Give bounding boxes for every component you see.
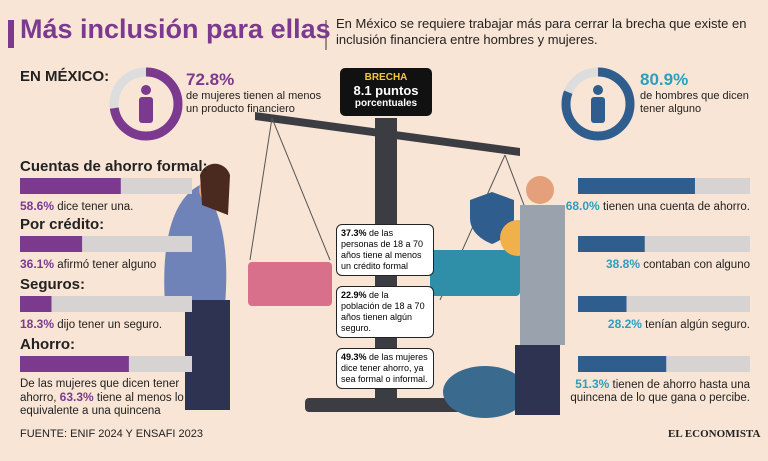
bar [578, 296, 627, 312]
person-head [141, 85, 151, 95]
summary-label: EN MÉXICO: [20, 68, 110, 85]
bar-track [20, 296, 192, 312]
caption-text: dijo tener un seguro. [57, 319, 163, 331]
women-caption: 18.3% dijo tener un seguro. [20, 318, 195, 332]
note-text: de las personas de 18 a 70 años tiene al… [341, 228, 424, 271]
note-value: 22.9% [341, 290, 367, 300]
note-text: de la población de 18 a 70 años tienen a… [341, 290, 425, 333]
person-body [591, 97, 605, 123]
person-body [139, 97, 153, 123]
person-head [593, 85, 603, 95]
men-summary: 80.9% de hombres que dicen tener alguno [640, 70, 750, 116]
caption-text: tiene al menos lo equivalente a una quin… [20, 392, 184, 417]
caption-value: 63.3% [59, 390, 94, 404]
men-value: 80.9% [640, 70, 689, 89]
women-caption: 58.6% dice tener una. [20, 200, 195, 214]
bar [578, 236, 645, 252]
gap-box: BRECHA 8.1 puntos porcentuales [340, 68, 432, 116]
caption-text: dice tener una. [57, 201, 134, 213]
caption-text: contaban con alguno [643, 259, 750, 271]
caption-text: tienen de ahorro hasta una quincena de l… [570, 379, 750, 404]
section-title: Cuentas de ahorro formal: [20, 158, 208, 175]
caption-prefix: De las mujeres que dicen tener ahorro, [20, 378, 180, 404]
note-box: 37.3% de las personas de 18 a 70 años ti… [336, 224, 434, 276]
men-caption: 28.2% tenían algún seguro. [560, 318, 750, 332]
section-title: Ahorro: [20, 336, 75, 353]
bar [20, 236, 83, 252]
brand: EL ECONOMISTA [668, 428, 761, 440]
caption-value: 18.3% [20, 317, 55, 331]
section-title: Seguros: [20, 276, 86, 293]
note-value: 37.3% [341, 228, 367, 238]
caption-value: 28.2% [607, 317, 642, 331]
women-text: de mujeres tienen al menos un producto f… [186, 90, 322, 115]
bar [20, 296, 52, 312]
caption-text: afirmó tener alguno [57, 259, 157, 271]
intro: En México se requiere trabajar más para … [336, 16, 747, 47]
women-summary: 72.8% de mujeres tienen al menos un prod… [186, 70, 326, 116]
donut-arc [561, 67, 635, 141]
women-caption: 36.1% afirmó tener alguno [20, 258, 195, 272]
men-caption: 38.8% contaban con alguno [560, 258, 750, 272]
title: Más inclusión para ellas [20, 14, 331, 44]
women-value: 72.8% [186, 70, 235, 89]
gap-title: BRECHA [364, 72, 408, 83]
note-value: 49.3% [341, 352, 367, 362]
scale-illustration [164, 112, 565, 418]
bar [20, 356, 129, 372]
caption-value: 38.8% [605, 257, 640, 271]
caption-value: 51.3% [575, 377, 610, 391]
bar [578, 178, 695, 194]
note-box: 49.3% de las mujeres dice tener ahorro, … [336, 348, 434, 389]
note-box: 22.9% de la población de 18 a 70 años ti… [336, 286, 434, 338]
gap-subtext: porcentuales [354, 98, 418, 109]
source: FUENTE: ENIF 2024 Y ENSAFI 2023 [20, 428, 204, 440]
men-caption: 68.0% tienen una cuenta de ahorro. [560, 200, 750, 214]
women-caption: De las mujeres que dicen tener ahorro, 6… [20, 378, 195, 418]
title-accent [8, 20, 14, 48]
caption-value: 36.1% [20, 257, 55, 271]
gap-text: 8.1 puntos [353, 83, 419, 98]
caption-text: tenían algún seguro. [645, 319, 750, 331]
bar [20, 178, 121, 194]
caption-value: 58.6% [20, 199, 55, 213]
note-text: de las mujeres dice tener ahorro, ya sea… [341, 352, 428, 384]
section-title: Por crédito: [20, 216, 105, 233]
men-text: de hombres que dicen tener alguno [640, 90, 749, 115]
caption-text: tienen una cuenta de ahorro. [602, 201, 750, 213]
men-caption: 51.3% tienen de ahorro hasta una quincen… [560, 378, 750, 405]
donut-arc [109, 67, 183, 141]
bar [578, 356, 667, 372]
caption-value: 68.0% [565, 199, 600, 213]
